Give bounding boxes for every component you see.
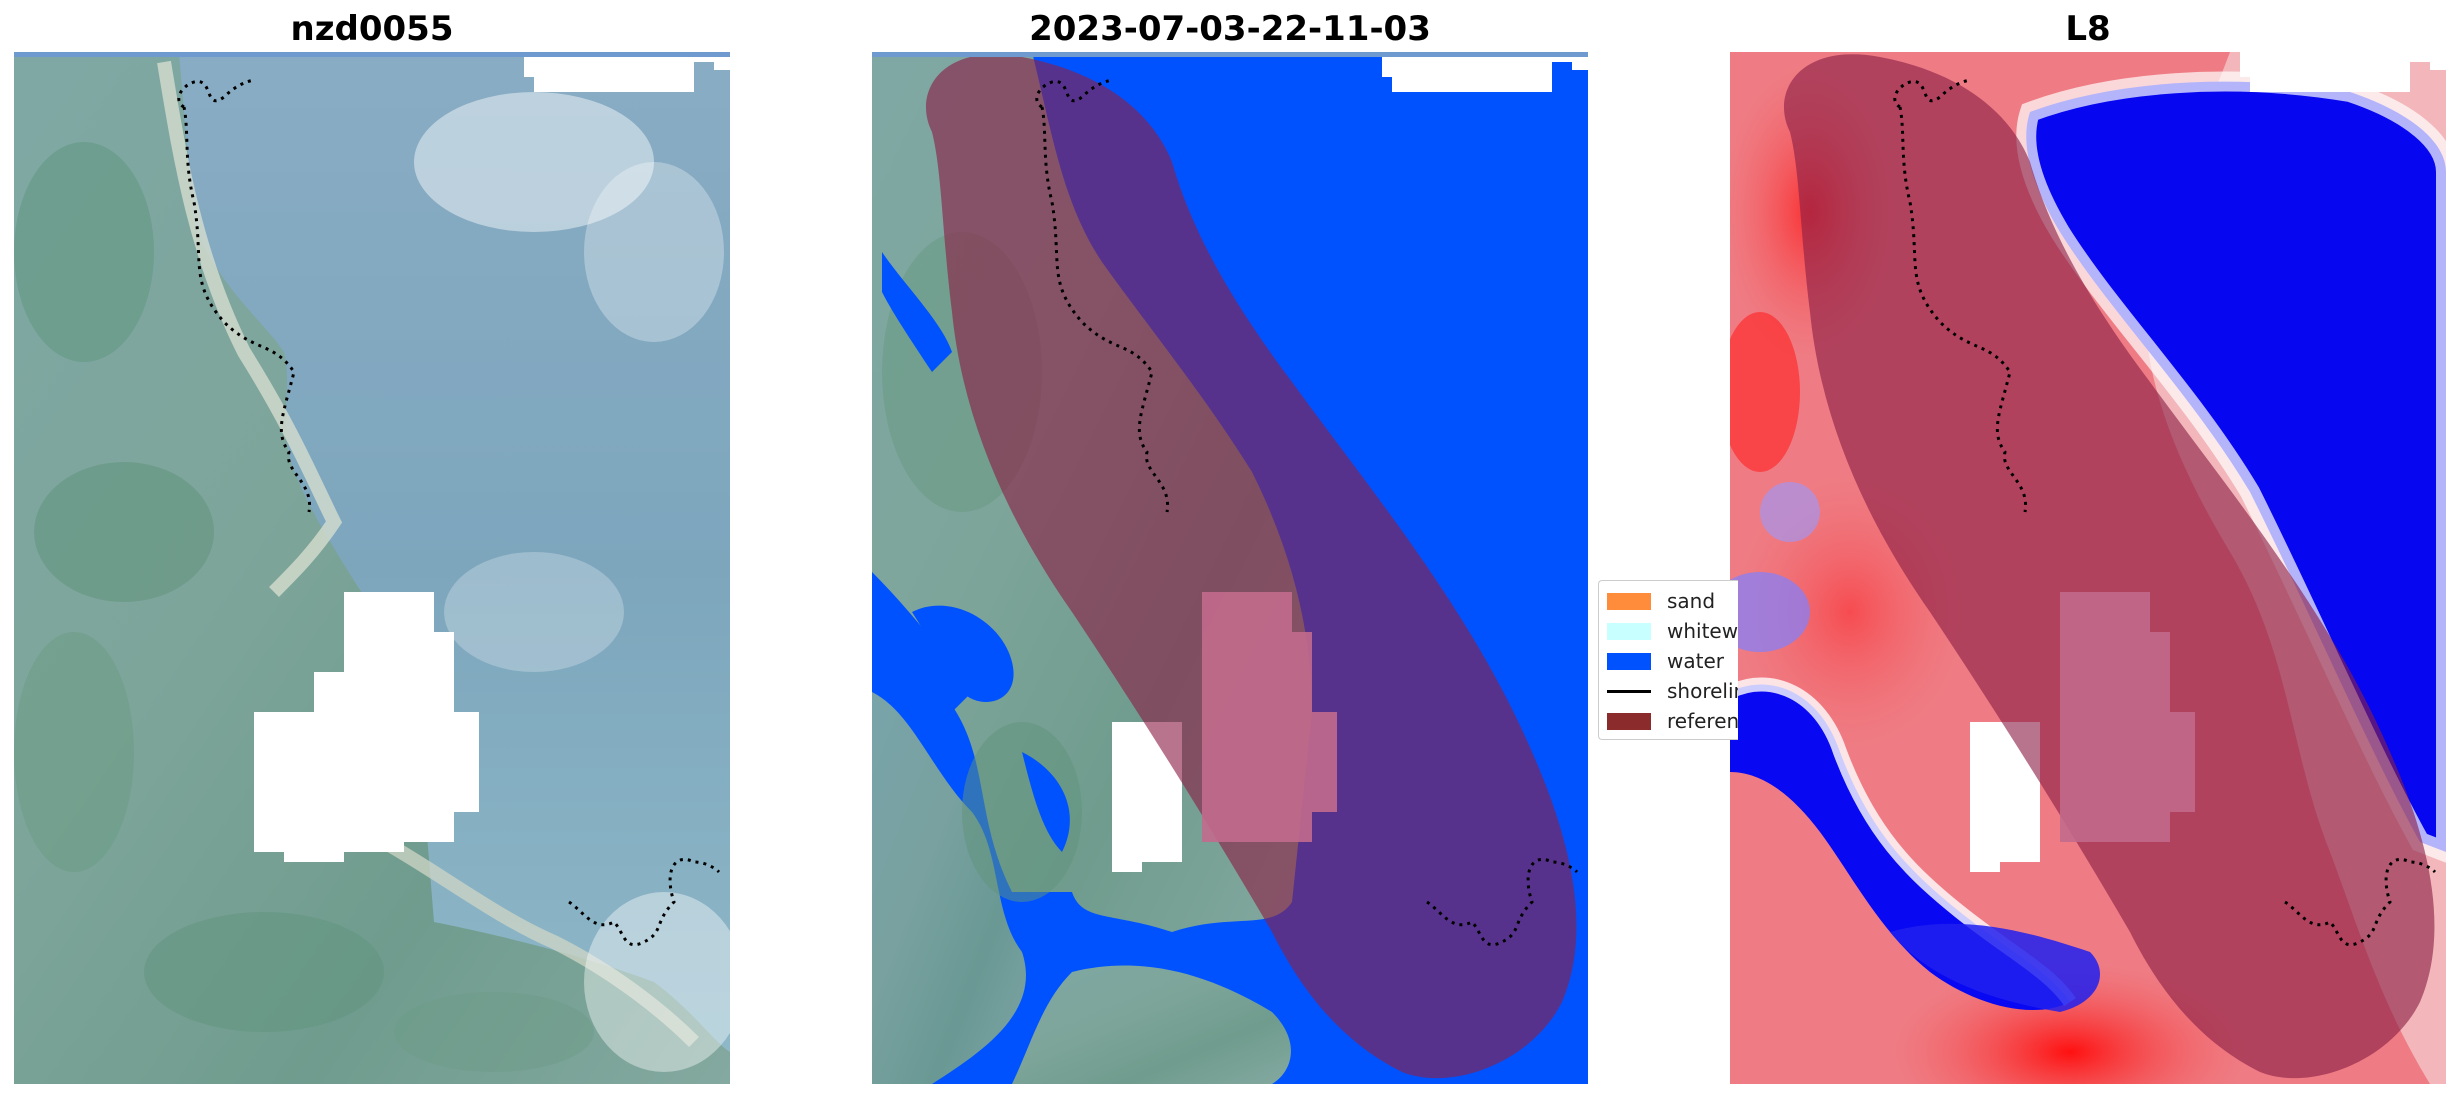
no-data-mask (524, 52, 730, 92)
legend-item-water: water (1607, 649, 1724, 673)
legend-item-whitewater: whitewater (1607, 619, 1738, 643)
legend-item-shoreline: shoreline (1607, 679, 1738, 703)
index-panel (1730, 52, 2446, 1084)
no-data-mask (1970, 722, 2040, 872)
index-image (1730, 52, 2446, 1084)
legend-label: sand (1667, 589, 1716, 613)
panel-title-index: L8 (2065, 9, 2111, 49)
panel-title-classification: 2023-07-03-22-11-03 (1029, 9, 1431, 49)
legend-swatch-reference-buffer (1607, 712, 1651, 730)
classification-panel (872, 52, 1588, 1084)
legend-label: whitewater (1667, 619, 1738, 643)
legend-label: reference shoreline buffer (1667, 709, 1738, 733)
legend-item-reference-buffer: reference shoreline buffer (1607, 709, 1738, 733)
legend-swatch-sand (1607, 592, 1651, 610)
legend-label: water (1667, 649, 1724, 673)
panel-title-rgb: nzd0055 (290, 9, 454, 49)
legend-swatch-whitewater (1607, 622, 1651, 640)
classification-image (872, 52, 1588, 1084)
legend-label: shoreline (1667, 679, 1738, 703)
legend-item-sand: sand (1607, 589, 1715, 613)
legend-line-shoreline (1607, 689, 1651, 693)
rgb-image-panel (14, 52, 730, 1084)
no-data-mask (1112, 722, 1182, 872)
legend-swatch-water (1607, 652, 1651, 670)
rgb-image (14, 52, 730, 1084)
legend: sand whitewater water shoreline referenc… (1598, 580, 1738, 740)
no-data-mask (254, 592, 479, 862)
